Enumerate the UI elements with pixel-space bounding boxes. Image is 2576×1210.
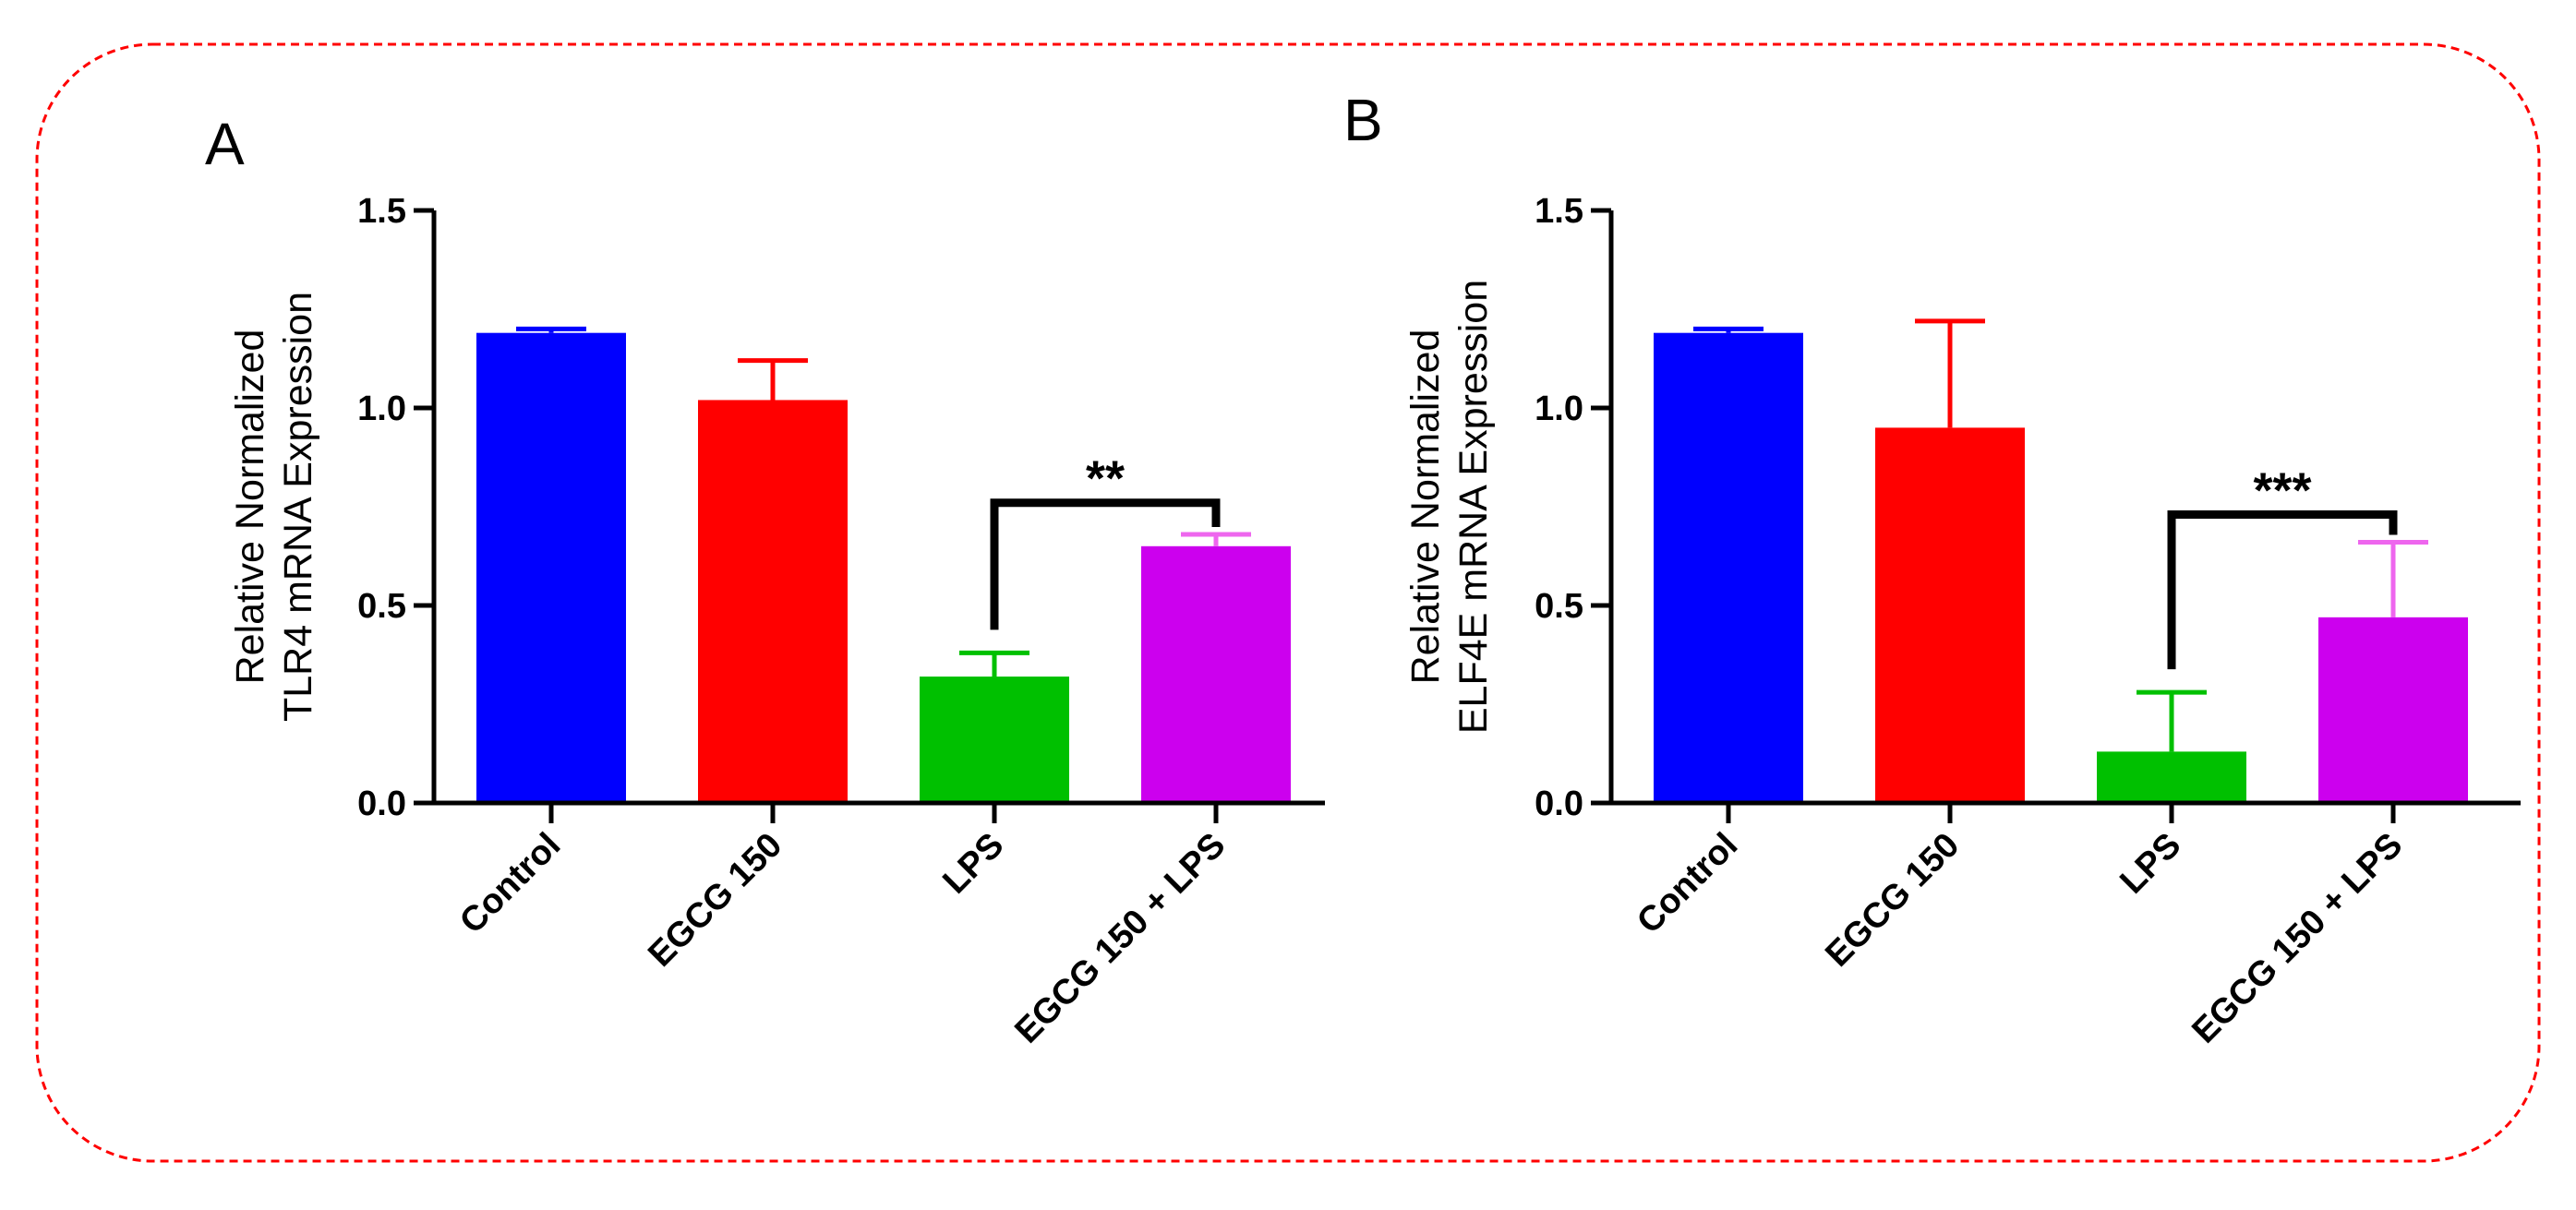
bar <box>698 400 848 803</box>
y-axis-title-line: TLR4 mRNA Expression <box>276 292 320 722</box>
panel-label: A <box>205 111 245 177</box>
y-tick-label: 0.0 <box>357 785 406 823</box>
y-axis-title-line: Relative Normalized <box>228 329 272 685</box>
panel-a: A Relative Normalized TLR4 mRNA Expression… <box>205 111 1325 1051</box>
bar <box>476 332 626 803</box>
dashed-border <box>35 42 2541 1163</box>
y-tick-label: 0.0 <box>1535 785 1583 823</box>
x-tick-label: EGCG 150 + LPS <box>1007 826 1233 1051</box>
y-tick-label: 1.0 <box>1535 389 1583 428</box>
panel-b: B Relative Normalized ELF4E mRNA Expressio… <box>1343 87 2521 1051</box>
x-tick-label: Control <box>452 826 568 941</box>
panel-label: B <box>1343 87 1383 153</box>
significance-bracket <box>990 498 1221 630</box>
y-tick-label: 0.5 <box>357 587 406 626</box>
significance-label: *** <box>2253 463 2311 519</box>
bar <box>2097 751 2246 803</box>
y-tick-label: 1.5 <box>1535 192 1583 231</box>
significance-bracket <box>2167 510 2398 670</box>
y-axis-title-line: Relative Normalized <box>1403 329 1448 685</box>
bar <box>1875 427 2025 803</box>
y-tick-label: 0.5 <box>1535 587 1583 626</box>
x-tick-label: EGCG 150 <box>641 826 789 975</box>
bar <box>1654 332 1803 803</box>
y-tick-label: 1.0 <box>357 389 406 428</box>
x-tick-label: LPS <box>935 826 1011 902</box>
bar <box>1141 545 1291 803</box>
x-tick-label: EGCG 150 <box>1818 826 1967 975</box>
bar <box>920 677 1069 803</box>
y-axis-title-line: ELF4E mRNA Expression <box>1451 280 1496 734</box>
bar <box>2318 617 2468 803</box>
x-tick-label: LPS <box>2113 826 2188 902</box>
x-tick-label: Control <box>1630 826 1745 941</box>
x-tick-label: EGCG 150 + LPS <box>2185 826 2410 1051</box>
significance-label: ** <box>1086 451 1125 507</box>
y-tick-label: 1.5 <box>357 192 406 231</box>
